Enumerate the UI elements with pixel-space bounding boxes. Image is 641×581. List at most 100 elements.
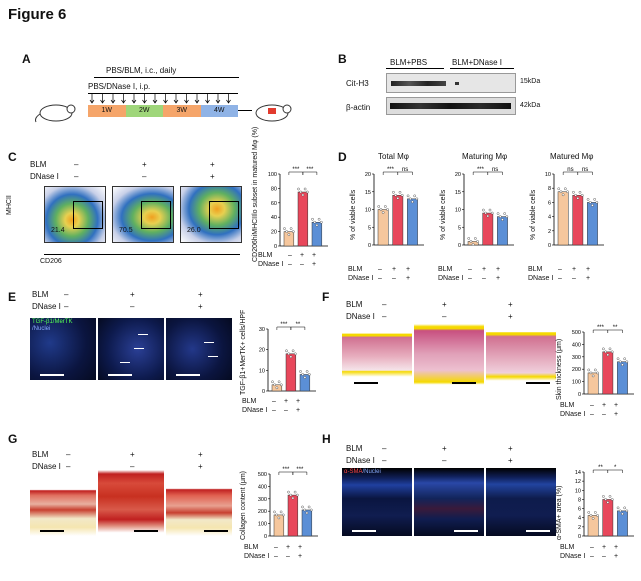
- data-point: [564, 187, 567, 191]
- legend-mark: +: [296, 407, 301, 414]
- y-tick-label: 6: [578, 507, 581, 513]
- data-point: [277, 380, 281, 384]
- data-point: [623, 506, 626, 510]
- data-point: [379, 208, 383, 211]
- data-point: [572, 190, 575, 194]
- legend-row-label: DNase I: [528, 275, 554, 282]
- legend-mark: –: [468, 266, 472, 273]
- legend-row-label: DNase I: [258, 261, 284, 268]
- legend-mark: –: [572, 275, 576, 282]
- e-chart-ylabel: TGF-β1+MerTK+ cells/HPF: [240, 309, 247, 395]
- legend-mark: +: [602, 544, 607, 551]
- week-4: 4W: [200, 105, 238, 117]
- y-tick-label: 20: [455, 172, 461, 178]
- panel-label-e: E: [8, 290, 17, 304]
- injection-arrow: [194, 94, 200, 104]
- e-row-blm: BLM: [32, 290, 49, 299]
- y-tick-label: 10: [575, 488, 581, 494]
- data-point: [386, 208, 389, 211]
- data-point: [557, 187, 561, 191]
- data-point: [297, 187, 300, 191]
- injection-arrow: [110, 94, 116, 104]
- chart-g: 500 400 300 200 100 0 *** ***: [258, 467, 318, 540]
- e-blm-3: +: [198, 290, 203, 299]
- data-point: [307, 505, 311, 509]
- injection-arrow: [184, 94, 189, 104]
- g-chart-ylabel: Collagen content (μm): [240, 470, 247, 540]
- c-blm-1: –: [74, 160, 79, 169]
- y-tick-label: 100: [572, 380, 581, 386]
- bar: [617, 510, 628, 537]
- e-dnase-2: –: [130, 302, 135, 311]
- data-point: [591, 204, 594, 207]
- data-point: [381, 211, 385, 214]
- injection-arrow: [173, 94, 179, 104]
- data-point: [593, 198, 596, 201]
- data-point: [275, 386, 279, 390]
- bar: [602, 499, 614, 537]
- data-point: [310, 508, 313, 512]
- legend-mark: +: [482, 266, 487, 273]
- legend-row-label: BLM: [560, 402, 575, 409]
- sig-label: *: [614, 465, 617, 471]
- f-dnase-1: –: [382, 312, 387, 321]
- data-point: [299, 190, 303, 194]
- data-point: [576, 197, 580, 200]
- injection-arrow: [163, 94, 168, 104]
- blot-row-cith3: Cit-H3: [346, 79, 369, 88]
- legend-mark: –: [274, 553, 278, 560]
- g-image-1: [30, 478, 96, 536]
- blot-strip-actin: [386, 97, 516, 115]
- week-1: 1W: [88, 105, 126, 117]
- sig-label: ***: [292, 167, 300, 173]
- data-point: [484, 211, 487, 215]
- sig-label: ns: [582, 167, 588, 173]
- c-blm-3: +: [210, 160, 215, 169]
- blot-header-dnase: BLM+DNase I: [452, 58, 503, 67]
- chart-d-matured: 10 8 6 4 2 0 ns ns: [545, 167, 604, 249]
- sig-label: ns: [492, 167, 498, 173]
- sig-bracket: [397, 171, 413, 175]
- data-point: [486, 214, 490, 218]
- data-point: [501, 218, 504, 221]
- data-point: [608, 495, 612, 498]
- sig-label: ns: [402, 167, 408, 173]
- legend-mark: +: [586, 266, 591, 273]
- data-point: [488, 208, 492, 212]
- d-title-maturing: Maturing Mφ: [462, 152, 508, 161]
- legend-mark: –: [558, 275, 562, 282]
- data-point: [594, 511, 597, 514]
- panel-label-g: G: [8, 432, 18, 446]
- data-point: [618, 509, 622, 513]
- sig-bracket: [302, 171, 318, 175]
- legend-mark: +: [300, 252, 305, 259]
- bar: [482, 212, 494, 246]
- schedule-line-1: PBS/BLM, i.c., daily: [106, 66, 177, 75]
- legend-mark: –: [468, 275, 472, 282]
- panel-a-schematic: PBS/BLM, i.c., daily PBS/DNase I, i.p. 1…: [24, 60, 292, 130]
- data-point: [474, 237, 477, 240]
- y-tick-label: 10: [455, 208, 461, 214]
- data-point: [561, 193, 565, 197]
- blot-size-15: 15kDa: [520, 78, 541, 85]
- data-point: [594, 368, 597, 372]
- d-title-total: Total Mφ: [378, 152, 409, 161]
- h-blm-1: –: [382, 444, 387, 453]
- chart-d-maturing: 20 15 10 5 0 *** ns: [455, 167, 514, 249]
- y-tick-label: 4: [578, 516, 581, 522]
- data-point: [604, 350, 607, 354]
- legend-row-label: BLM: [560, 544, 575, 551]
- sig-label: ***: [597, 325, 605, 331]
- g-image-3: [166, 478, 232, 536]
- e-stain-label: TGF-β1/MerTK: [32, 319, 73, 325]
- data-point: [289, 227, 293, 230]
- data-point: [392, 190, 395, 194]
- y-tick-label: 100: [258, 522, 267, 528]
- sig-bracket: [487, 171, 503, 175]
- data-point: [283, 227, 286, 230]
- e-dnase-1: –: [64, 302, 69, 311]
- data-point: [498, 215, 502, 218]
- f-image-1: [342, 324, 412, 390]
- h-image-2: [414, 468, 484, 536]
- data-point: [589, 371, 593, 375]
